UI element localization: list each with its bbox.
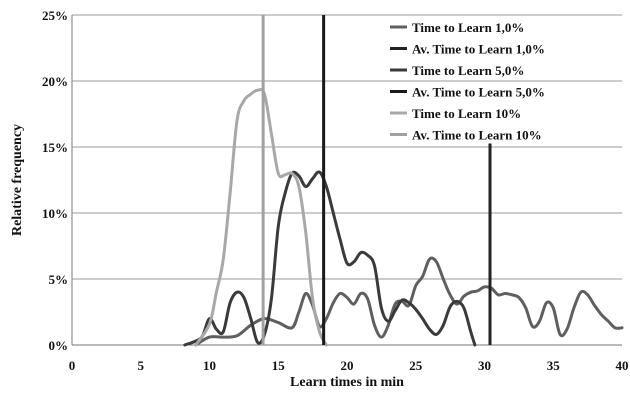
series-line-4 [194, 87, 328, 347]
legend-background [388, 126, 574, 144]
x-tick-label: 20 [341, 358, 354, 373]
y-tick-label: 15% [42, 140, 68, 155]
legend-background [388, 19, 574, 36]
x-tick-label: 10 [203, 358, 216, 373]
y-tick-label: 0% [49, 338, 69, 353]
legend-label: Av. Time to Learn 5,0% [412, 85, 545, 100]
legend-background [388, 105, 574, 122]
x-tick-label: 35 [547, 358, 561, 373]
x-tick-label: 0 [69, 358, 76, 373]
y-axis-title: Relative frequency [10, 124, 25, 236]
x-tick-label: 5 [138, 358, 145, 373]
y-tick-labels: 0% 5% 10% 15% 20% 25% [42, 8, 68, 353]
legend-label: Av. Time to Learn 10% [412, 128, 542, 143]
legend: Time to Learn 1,0% Av. Time to Learn 1,0%… [388, 19, 574, 144]
axes [71, 15, 622, 346]
x-tick-label: 25 [409, 358, 423, 373]
legend-label: Time to Learn 10% [412, 106, 521, 121]
x-tick-label: 30 [478, 358, 491, 373]
x-tick-label: 40 [616, 358, 629, 373]
x-axis-title: Learn times in min [290, 375, 404, 390]
legend-background [388, 40, 574, 58]
series-line-2 [183, 170, 477, 347]
legend-label: Time to Learn 1,0% [412, 20, 524, 35]
legend-label: Av. Time to Learn 1,0% [412, 42, 545, 57]
y-tick-label: 5% [49, 272, 69, 287]
legend-label: Time to Learn 5,0% [412, 63, 524, 78]
x-tick-labels: 0 5 10 15 20 25 30 35 40 [69, 358, 629, 373]
legend-background [388, 62, 574, 79]
y-tick-label: 20% [42, 74, 68, 89]
series-line-0 [194, 256, 624, 347]
x-tick-label: 15 [272, 358, 286, 373]
grid-lines [72, 14, 622, 280]
y-tick-label: 10% [42, 206, 68, 221]
legend-background [388, 83, 574, 101]
series-layer [183, 15, 624, 347]
y-tick-label: 25% [42, 8, 68, 23]
